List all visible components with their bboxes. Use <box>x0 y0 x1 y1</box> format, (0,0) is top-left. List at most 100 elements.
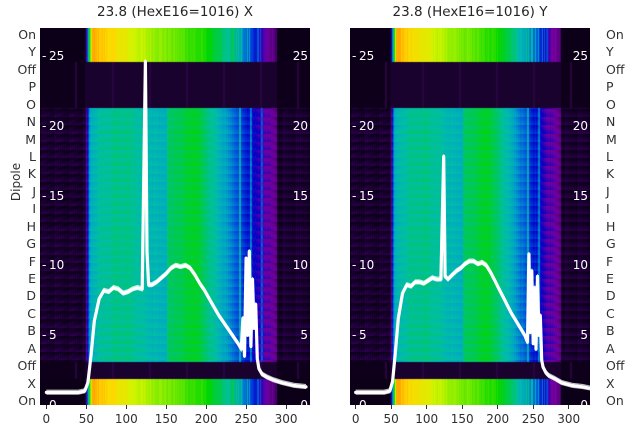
x-tick-label: 150 <box>154 412 178 426</box>
trace-line-secondary-1 <box>355 158 590 395</box>
category-tick-left-x-20: X <box>27 375 36 391</box>
x-tick-mark-icon <box>205 405 207 409</box>
y-tick-label: 10 <box>359 258 375 273</box>
y-tick-x-right-10: 10 <box>293 259 308 271</box>
trace-line <box>354 154 590 394</box>
x-tick-mark-icon <box>497 405 499 409</box>
y-tick-label: 10 <box>49 258 65 273</box>
y-tick-x-left-5: -5 <box>42 329 57 341</box>
x-tick-mark-icon <box>165 405 167 409</box>
y-tick-x-left-25: -25 <box>42 50 64 62</box>
category-tick-right-b-17: B <box>606 323 615 339</box>
x-tick-label: 200 <box>194 412 218 426</box>
category-tick-left-l-7: L <box>29 149 36 164</box>
y-tick-x-right-25: 25 <box>293 50 308 62</box>
category-tick-right-o-4: O <box>606 96 616 112</box>
x-tick-label: 0 <box>351 412 360 426</box>
category-tick-right-on-0: On <box>606 27 624 42</box>
category-tick-left-e-14: E <box>28 271 36 286</box>
category-tick-right-c-16: C <box>606 305 615 321</box>
category-tick-right-y-1: Y <box>606 44 614 60</box>
y-tick-dash-icon: - <box>42 328 47 343</box>
x-tick-label: 250 <box>234 412 258 426</box>
y-tick-label: 0 <box>300 398 308 405</box>
y-tick-dash-icon: - <box>352 258 357 273</box>
x-tick-mark-icon <box>461 405 463 409</box>
heatmap-panel-y[interactable]: -25 25-20 20-15 15-10 10-5 5-0 0 <box>350 28 590 405</box>
category-tick-left-off-19: Off <box>17 358 36 374</box>
category-tick-right-d-15: D <box>606 288 616 304</box>
y-tick-y-left-25: -25 <box>352 50 374 62</box>
x-tick-label: 0 <box>42 412 51 426</box>
x-tick-label: 50 <box>78 412 94 426</box>
heatmap-panel-x[interactable]: -25 25-20 20-15 15-10 10-5 5-0 0 <box>40 28 310 405</box>
y-tick-x-left-20: -20 <box>42 120 64 132</box>
y-tick-label: 25 <box>359 48 375 63</box>
x-tick-mark-icon <box>245 405 247 409</box>
y-tick-label: 5 <box>580 328 588 343</box>
x-tick-label: 50 <box>383 412 399 426</box>
x-tick-mark-icon <box>532 405 534 409</box>
category-tick-left-k-8: K <box>27 166 36 182</box>
x-axis-panel-x: 0 50 100 150 200 250 300 <box>40 405 310 439</box>
y-tick-dash-icon: - <box>352 398 357 405</box>
x-tick-y-250: 250 <box>513 405 553 426</box>
x-tick-label: 100 <box>415 412 439 426</box>
category-tick-left-y-1: Y <box>28 44 36 60</box>
category-tick-left-h-11: H <box>26 218 36 234</box>
y-tick-label: 25 <box>572 48 588 63</box>
category-ticks-right: On Y Off P O N M L K J I H G F E D C B A Off X On <box>606 26 640 407</box>
category-tick-left-g-12: G <box>26 236 36 252</box>
category-tick-right-a-18: A <box>606 340 615 356</box>
x-tick-x-100: 100 <box>106 405 146 426</box>
panel-title-y: 23.8 (HexE16=1016) Y <box>392 4 548 20</box>
y-tick-x-left-15: -15 <box>42 190 64 202</box>
y-tick-dash-icon: - <box>42 188 47 203</box>
category-tick-right-e-14: E <box>606 271 614 286</box>
category-tick-left-b-17: B <box>27 323 36 339</box>
x-tick-x-200: 200 <box>186 405 226 426</box>
category-ticks-left: On Y Off P O N M L K J I H G F E D C B A Off X On <box>2 26 36 407</box>
x-tick-mark-icon <box>285 405 287 409</box>
x-tick-y-100: 100 <box>407 405 447 426</box>
category-tick-right-i-10: I <box>606 201 610 217</box>
y-tick-x-right-5: 5 <box>300 329 308 341</box>
y-tick-label: 25 <box>49 48 65 63</box>
category-tick-left-off-2: Off <box>17 61 36 77</box>
x-tick-y-300: 300 <box>549 405 589 426</box>
trace-line-secondary-1 <box>46 63 307 395</box>
category-tick-right-k-8: K <box>606 166 615 182</box>
y-tick-dash-icon: - <box>352 328 357 343</box>
y-tick-label: 5 <box>359 328 367 343</box>
category-tick-right-p-3: P <box>606 79 614 95</box>
category-tick-left-a-18: A <box>27 340 36 356</box>
y-tick-label: 5 <box>300 328 308 343</box>
overlay-trace-y <box>354 154 590 395</box>
y-tick-y-left-15: -15 <box>352 190 374 202</box>
category-tick-right-l-7: L <box>606 149 613 164</box>
y-tick-dash-icon: - <box>352 188 357 203</box>
y-tick-y-left-20: -20 <box>352 120 374 132</box>
x-tick-mark-icon <box>45 405 47 409</box>
y-tick-label: 20 <box>572 118 588 133</box>
y-tick-y-right-5: 5 <box>580 329 588 341</box>
y-tick-label: 15 <box>572 188 588 203</box>
y-tick-dash-icon: - <box>42 258 47 273</box>
category-tick-left-f-13: F <box>28 253 36 269</box>
trace-line-secondary-0 <box>355 154 590 391</box>
y-tick-label: 20 <box>49 118 65 133</box>
y-tick-y-right-25: 25 <box>573 50 588 62</box>
category-tick-left-j-9: J <box>32 183 36 199</box>
y-tick-dash-icon: - <box>42 48 47 63</box>
x-tick-y-150: 150 <box>442 405 482 426</box>
y-tick-label: 10 <box>292 258 308 273</box>
x-tick-label: 150 <box>450 412 474 426</box>
trace-line-secondary-0 <box>46 59 307 391</box>
category-tick-right-g-12: G <box>606 236 616 252</box>
y-tick-x-left-0: -0 <box>42 399 57 405</box>
y-tick-label: 20 <box>359 118 375 133</box>
category-tick-left-c-16: C <box>27 305 36 321</box>
heatmap-image-y <box>350 28 590 405</box>
y-tick-x-left-10: -10 <box>42 259 64 271</box>
category-tick-left-p-3: P <box>28 79 36 95</box>
